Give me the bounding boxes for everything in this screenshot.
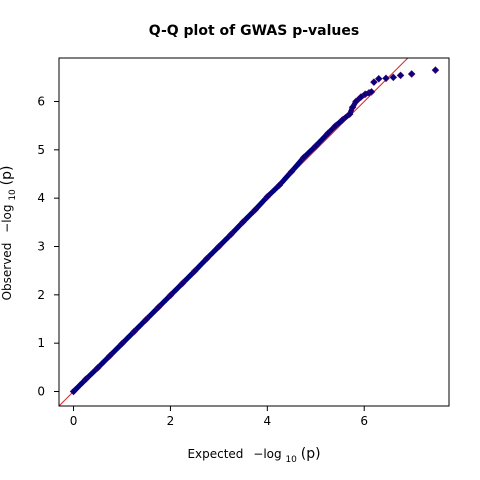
data-point bbox=[299, 153, 308, 162]
y-tick-label: 1 bbox=[37, 336, 45, 350]
x-axis: 0 2 4 6 bbox=[70, 406, 368, 428]
y-axis-label-arg: (p) bbox=[0, 166, 15, 186]
y-tick-label: 5 bbox=[37, 143, 45, 157]
data-point bbox=[130, 327, 138, 336]
plot-area bbox=[59, 58, 440, 406]
x-axis-label: Expected −log 10 (p) bbox=[187, 446, 320, 465]
x-tick-label: 6 bbox=[360, 414, 368, 428]
data-point bbox=[166, 291, 175, 300]
data-point bbox=[142, 315, 150, 324]
y-tick-label: 3 bbox=[37, 240, 45, 254]
data-point bbox=[239, 218, 247, 226]
data-point bbox=[190, 267, 199, 275]
data-point bbox=[81, 375, 90, 384]
data-point bbox=[348, 103, 357, 112]
data-point bbox=[324, 129, 332, 138]
data-point bbox=[312, 142, 320, 150]
y-tick-label: 6 bbox=[37, 95, 45, 109]
data-point bbox=[389, 73, 398, 82]
y-tick-label: 2 bbox=[37, 288, 45, 302]
data-point bbox=[251, 206, 259, 214]
data-point bbox=[352, 97, 360, 106]
data-point bbox=[202, 254, 211, 263]
data-point bbox=[93, 364, 102, 372]
data-point bbox=[370, 78, 378, 86]
data-point bbox=[331, 122, 339, 130]
x-axis-label-log: −log bbox=[253, 447, 281, 461]
data-point bbox=[106, 351, 114, 360]
data-point bbox=[118, 339, 126, 348]
y-axis-label: Observed −log 10 (p) bbox=[0, 166, 18, 301]
data-point bbox=[263, 192, 272, 201]
y-axis-label-prefix: Observed bbox=[0, 243, 14, 301]
plot-frame bbox=[58, 57, 450, 407]
points-band bbox=[71, 90, 371, 394]
data-point bbox=[178, 279, 187, 287]
data-point bbox=[345, 110, 354, 118]
data-point bbox=[227, 230, 235, 239]
y-axis: 0 1 2 3 4 5 6 bbox=[37, 95, 59, 399]
data-point bbox=[367, 88, 376, 96]
x-tick-label: 4 bbox=[264, 414, 272, 428]
data-point bbox=[382, 74, 390, 83]
data-point bbox=[374, 75, 383, 83]
data-point bbox=[431, 66, 440, 74]
data-point bbox=[215, 242, 223, 251]
chart-title: Q-Q plot of GWAS p-values bbox=[149, 23, 359, 39]
x-axis-label-prefix: Expected bbox=[187, 447, 243, 461]
y-tick-label: 4 bbox=[37, 191, 45, 205]
data-point bbox=[396, 71, 405, 80]
data-point bbox=[338, 116, 347, 124]
y-axis-label-base: 10 bbox=[8, 189, 18, 201]
x-axis-label-base: 10 bbox=[285, 455, 297, 465]
data-point bbox=[154, 303, 163, 312]
x-axis-label-arg: (p) bbox=[301, 446, 321, 462]
data-point bbox=[407, 70, 416, 78]
y-axis-label-log: −log bbox=[0, 205, 14, 233]
y-tick-label: 0 bbox=[37, 385, 45, 399]
data-point bbox=[275, 181, 284, 189]
data-point bbox=[69, 387, 78, 396]
data-point bbox=[357, 93, 365, 101]
x-tick-label: 0 bbox=[70, 414, 78, 428]
x-tick-label: 2 bbox=[167, 414, 175, 428]
data-point bbox=[287, 167, 296, 176]
